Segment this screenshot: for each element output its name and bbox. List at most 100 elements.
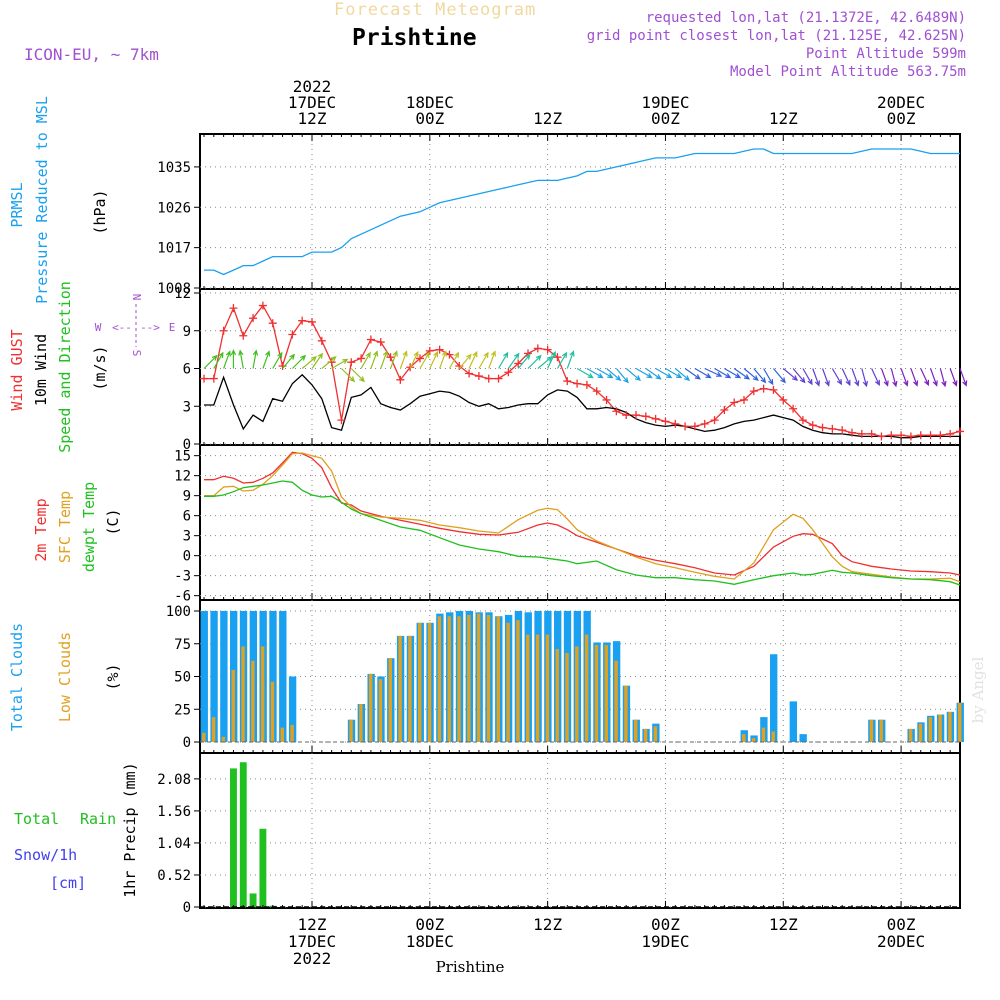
wind-direction-arrow (920, 368, 930, 387)
wind-direction-arrow (203, 354, 218, 369)
signature: by Angel (969, 656, 987, 723)
low-cloud-bar (614, 660, 618, 742)
gust-marker (818, 423, 827, 432)
wind-direction-arrow (458, 353, 472, 369)
gust-marker (573, 379, 582, 388)
low-cloud-bar (251, 660, 255, 742)
ytick-label-1-1: 3 (183, 399, 191, 415)
wind-direction-arrow (311, 352, 324, 369)
rain-bar (239, 762, 247, 907)
gust-marker (612, 407, 621, 416)
top-time-label-0-1: 17DEC (288, 93, 336, 112)
wind-direction-arrow (733, 368, 751, 380)
wind-direction-arrow (556, 351, 568, 369)
ytick-label-3-4: 100 (166, 604, 191, 620)
low-cloud-bar (496, 616, 501, 742)
precip-legend-rain: Rain (80, 810, 116, 828)
gust-marker (514, 359, 523, 368)
gust-marker (710, 416, 719, 425)
gust-marker (209, 374, 218, 383)
gust-marker (268, 319, 277, 328)
wind-direction-arrow (772, 368, 786, 384)
ytick-label-0-1: 1017 (157, 241, 191, 257)
top-time-label-5-2: 00Z (887, 109, 916, 128)
total-cloud-bar (799, 734, 807, 742)
ytick-label-4-2: 1.04 (157, 836, 191, 852)
temp-ylabel-unit: (C) (104, 508, 122, 535)
wind-direction-arrow (674, 368, 691, 381)
wind-direction-arrow (635, 367, 653, 379)
wind-direction-arrow (321, 356, 337, 369)
temp-ylabel-2m: 2m Temp (32, 498, 50, 561)
precip-legend-cm: [cm] (50, 874, 86, 892)
wind-direction-arrow (851, 368, 860, 387)
compass-w: W (95, 321, 102, 334)
gust-marker (730, 398, 739, 407)
gust-marker (396, 375, 405, 384)
gust-marker (867, 429, 876, 438)
wind-direction-arrow (429, 350, 439, 369)
wind-direction-arrow (517, 353, 531, 369)
wind-direction-arrow (448, 351, 460, 369)
ytick-label-4-0: 0 (183, 900, 191, 916)
gust-marker (445, 350, 454, 359)
low-cloud-bar (211, 717, 216, 742)
wind-direction-arrow (537, 356, 553, 369)
wind-direction-arrow (782, 368, 799, 381)
wind-ylabel-speed: 10m Wind (32, 334, 50, 406)
wind-direction-arrow (949, 368, 958, 387)
low-cloud-bar (575, 646, 579, 742)
model-altitude: Model Point Altitude 563.75m (729, 64, 966, 80)
gust-marker (582, 380, 591, 389)
gust-marker (651, 414, 660, 423)
gust-marker (229, 304, 238, 313)
total-cloud-bar (279, 611, 287, 742)
bottom-time-label-5-1: 20DEC (877, 932, 925, 951)
gust-marker (740, 395, 748, 404)
temp-sfc-line (204, 452, 961, 583)
low-cloud-bar (467, 614, 471, 742)
temp-ylabel-dewpt: dewpt Temp (80, 482, 98, 572)
low-cloud-bar (624, 685, 628, 742)
precip-legend-total: Total (14, 810, 59, 828)
gust-marker (690, 422, 699, 431)
low-cloud-bar (388, 658, 393, 742)
compass-s: S (130, 350, 143, 357)
pressure-line (204, 148, 960, 276)
low-cloud-bar (565, 652, 569, 742)
low-cloud-bar (526, 634, 530, 742)
gust-marker (219, 326, 228, 335)
ytick-label-3-0: 0 (183, 735, 191, 751)
wind-direction-arrow (939, 368, 947, 388)
low-cloud-bar (241, 646, 245, 742)
low-cloud-bar (604, 645, 609, 742)
gust-marker (366, 335, 375, 344)
gust-marker (592, 387, 601, 396)
precip-panel-frame (199, 752, 961, 909)
wind-direction-arrow (831, 368, 843, 386)
wind-speed-line (204, 373, 960, 439)
gust-marker (838, 426, 847, 435)
gust-marker (484, 374, 493, 383)
low-cloud-bar (437, 616, 442, 742)
bottom-time-label-0-2: 2022 (293, 949, 332, 968)
low-cloud-bar (457, 616, 461, 742)
gust-marker (435, 345, 444, 354)
wind-direction-arrow (871, 368, 880, 387)
wind-direction-arrow (547, 350, 556, 369)
low-cloud-bar (447, 616, 451, 742)
ytick-label-3-3: 75 (174, 637, 191, 653)
gust-marker (602, 395, 611, 404)
gust-marker (798, 416, 807, 425)
gust-marker (563, 377, 572, 386)
gust-marker (700, 419, 709, 428)
wind-direction-arrow (615, 368, 629, 384)
top-time-label-0-0: 2022 (293, 77, 332, 96)
gust-marker (533, 344, 542, 353)
wind-direction-arrow (262, 350, 271, 369)
ytick-label-3-2: 50 (174, 670, 191, 686)
ytick-label-1-0: 0 (183, 437, 191, 453)
low-cloud-bar (231, 669, 235, 742)
bottom-time-label-3-0: 00Z (651, 915, 680, 934)
top-time-label-5-1: 20DEC (877, 93, 925, 112)
